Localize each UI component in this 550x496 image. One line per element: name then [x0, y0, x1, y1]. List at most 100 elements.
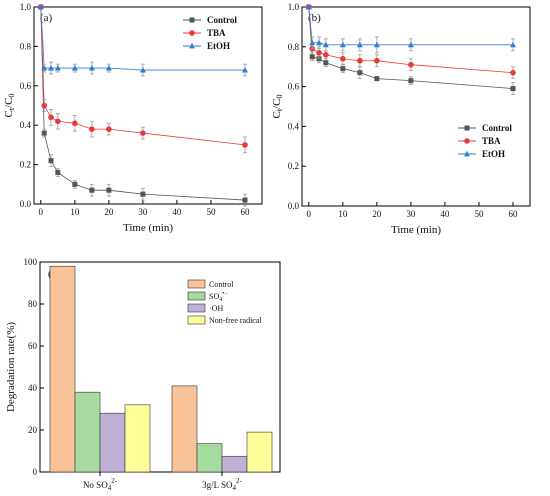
legend-label: Control — [482, 123, 512, 133]
legend-label-sub: 4 — [219, 297, 222, 303]
data-point — [89, 187, 95, 193]
legend-label: Non-free radical — [209, 316, 262, 325]
y-tick-label: 0.6 — [20, 81, 32, 91]
data-point — [242, 142, 248, 148]
category-sup: 2- — [111, 477, 118, 485]
data-point — [41, 102, 48, 109]
x-tick-label: 10 — [338, 209, 348, 219]
data-point — [41, 130, 47, 136]
legend-marker — [464, 150, 470, 157]
data-point — [89, 126, 95, 132]
data-point — [356, 41, 363, 48]
category-sub: 4 — [108, 484, 112, 492]
y-tick-label: 80 — [28, 299, 38, 309]
data-point — [323, 51, 329, 58]
bar — [99, 412, 126, 473]
bar — [196, 443, 223, 473]
plot-frame — [301, 6, 531, 207]
plot-frame — [33, 6, 263, 205]
data-point — [48, 114, 54, 121]
plot-frame — [39, 261, 281, 473]
y-label-sub: 0 — [275, 95, 284, 99]
data-point — [373, 41, 380, 48]
data-point — [509, 41, 516, 48]
y-label-part: /C — [3, 98, 15, 108]
y-label-sub: 0 — [7, 94, 16, 98]
data-point — [106, 187, 112, 193]
legend-label: SO4•− — [209, 291, 228, 303]
data-point — [242, 197, 248, 203]
data-point — [339, 41, 346, 48]
data-point — [340, 55, 346, 62]
data-point — [316, 49, 322, 56]
legend-marker — [189, 42, 195, 49]
bar — [124, 404, 151, 473]
y-tick-label: 0.0 — [288, 201, 300, 211]
legend-label-sup: •− — [222, 291, 228, 297]
y-tick-label: 0.6 — [288, 82, 300, 92]
data-point — [305, 3, 312, 10]
data-point — [241, 66, 248, 73]
legend-label-main: ·OH — [209, 304, 223, 313]
legend-swatch — [187, 291, 206, 301]
data-point — [139, 66, 146, 73]
legend-marker — [189, 30, 195, 36]
data-point — [357, 57, 363, 64]
bar — [221, 455, 248, 473]
panel-label: (b) — [308, 12, 321, 24]
legend-label: Control — [209, 280, 234, 289]
legend-label: ·OH — [209, 304, 223, 313]
bar — [246, 431, 273, 473]
data-point — [323, 60, 329, 66]
legend-swatch — [187, 303, 206, 313]
x-tick-label: 30 — [138, 207, 148, 217]
legend-label: TBA — [207, 28, 226, 38]
category-main: 3g/L SO — [202, 480, 233, 490]
data-point — [72, 120, 78, 127]
panel-b: 0 10 20 30 40 50 60 0.0 0.2 0.4 0.6 0.8 1.0 Time (min… — [271, 2, 531, 236]
data-point — [309, 54, 315, 60]
data-point — [510, 69, 516, 76]
y-tick-label: 0.2 — [288, 161, 299, 171]
y-tick-label: 1.0 — [288, 2, 300, 12]
x-tick-label: 0 — [307, 209, 312, 219]
data-point — [41, 64, 48, 71]
data-point — [140, 130, 146, 136]
x-axis-label: Time (min) — [123, 222, 173, 234]
x-tick-label: 60 — [508, 209, 518, 219]
data-point — [408, 61, 414, 68]
data-point — [408, 78, 414, 84]
legend-label: TBA — [482, 136, 501, 146]
y-tick-label: 0.8 — [20, 41, 32, 51]
legend-marker — [464, 138, 470, 144]
data-point — [55, 118, 61, 125]
x-tick-label: 0 — [39, 207, 44, 217]
category-main: No SO — [83, 480, 108, 490]
x-axis-label: Time (min) — [391, 224, 441, 236]
y-axis-label: Degradation rate(%) — [5, 322, 17, 412]
legend-label: EtOH — [207, 41, 230, 51]
data-point — [48, 158, 54, 164]
y-label-part: /C — [271, 99, 283, 109]
y-tick-label: 0.2 — [20, 160, 31, 170]
data-point — [357, 70, 363, 76]
y-tick-label: 1.0 — [20, 2, 32, 12]
y-label-sub: t — [7, 107, 16, 110]
y-tick-label: 0.4 — [20, 120, 32, 130]
x-tick-label: 50 — [206, 207, 216, 217]
x-tick-label: 20 — [104, 207, 114, 217]
x-tick-label: 60 — [240, 207, 250, 217]
y-tick-label: 0.0 — [20, 199, 32, 209]
panel-label: (a) — [40, 12, 53, 24]
x-tick-label: 3g/L SO42- — [202, 477, 242, 492]
data-point — [316, 39, 323, 46]
panel-a: 0 10 20 30 40 50 60 0.0 0.2 0.4 0.6 0.8 1.0 Time (min… — [3, 2, 263, 234]
x-tick-label: 10 — [70, 207, 80, 217]
y-tick-label: 40 — [28, 383, 38, 393]
data-point — [340, 66, 346, 72]
y-label-part: C — [3, 110, 15, 117]
bar — [171, 385, 198, 473]
x-tick-label: No SO42- — [83, 477, 118, 492]
